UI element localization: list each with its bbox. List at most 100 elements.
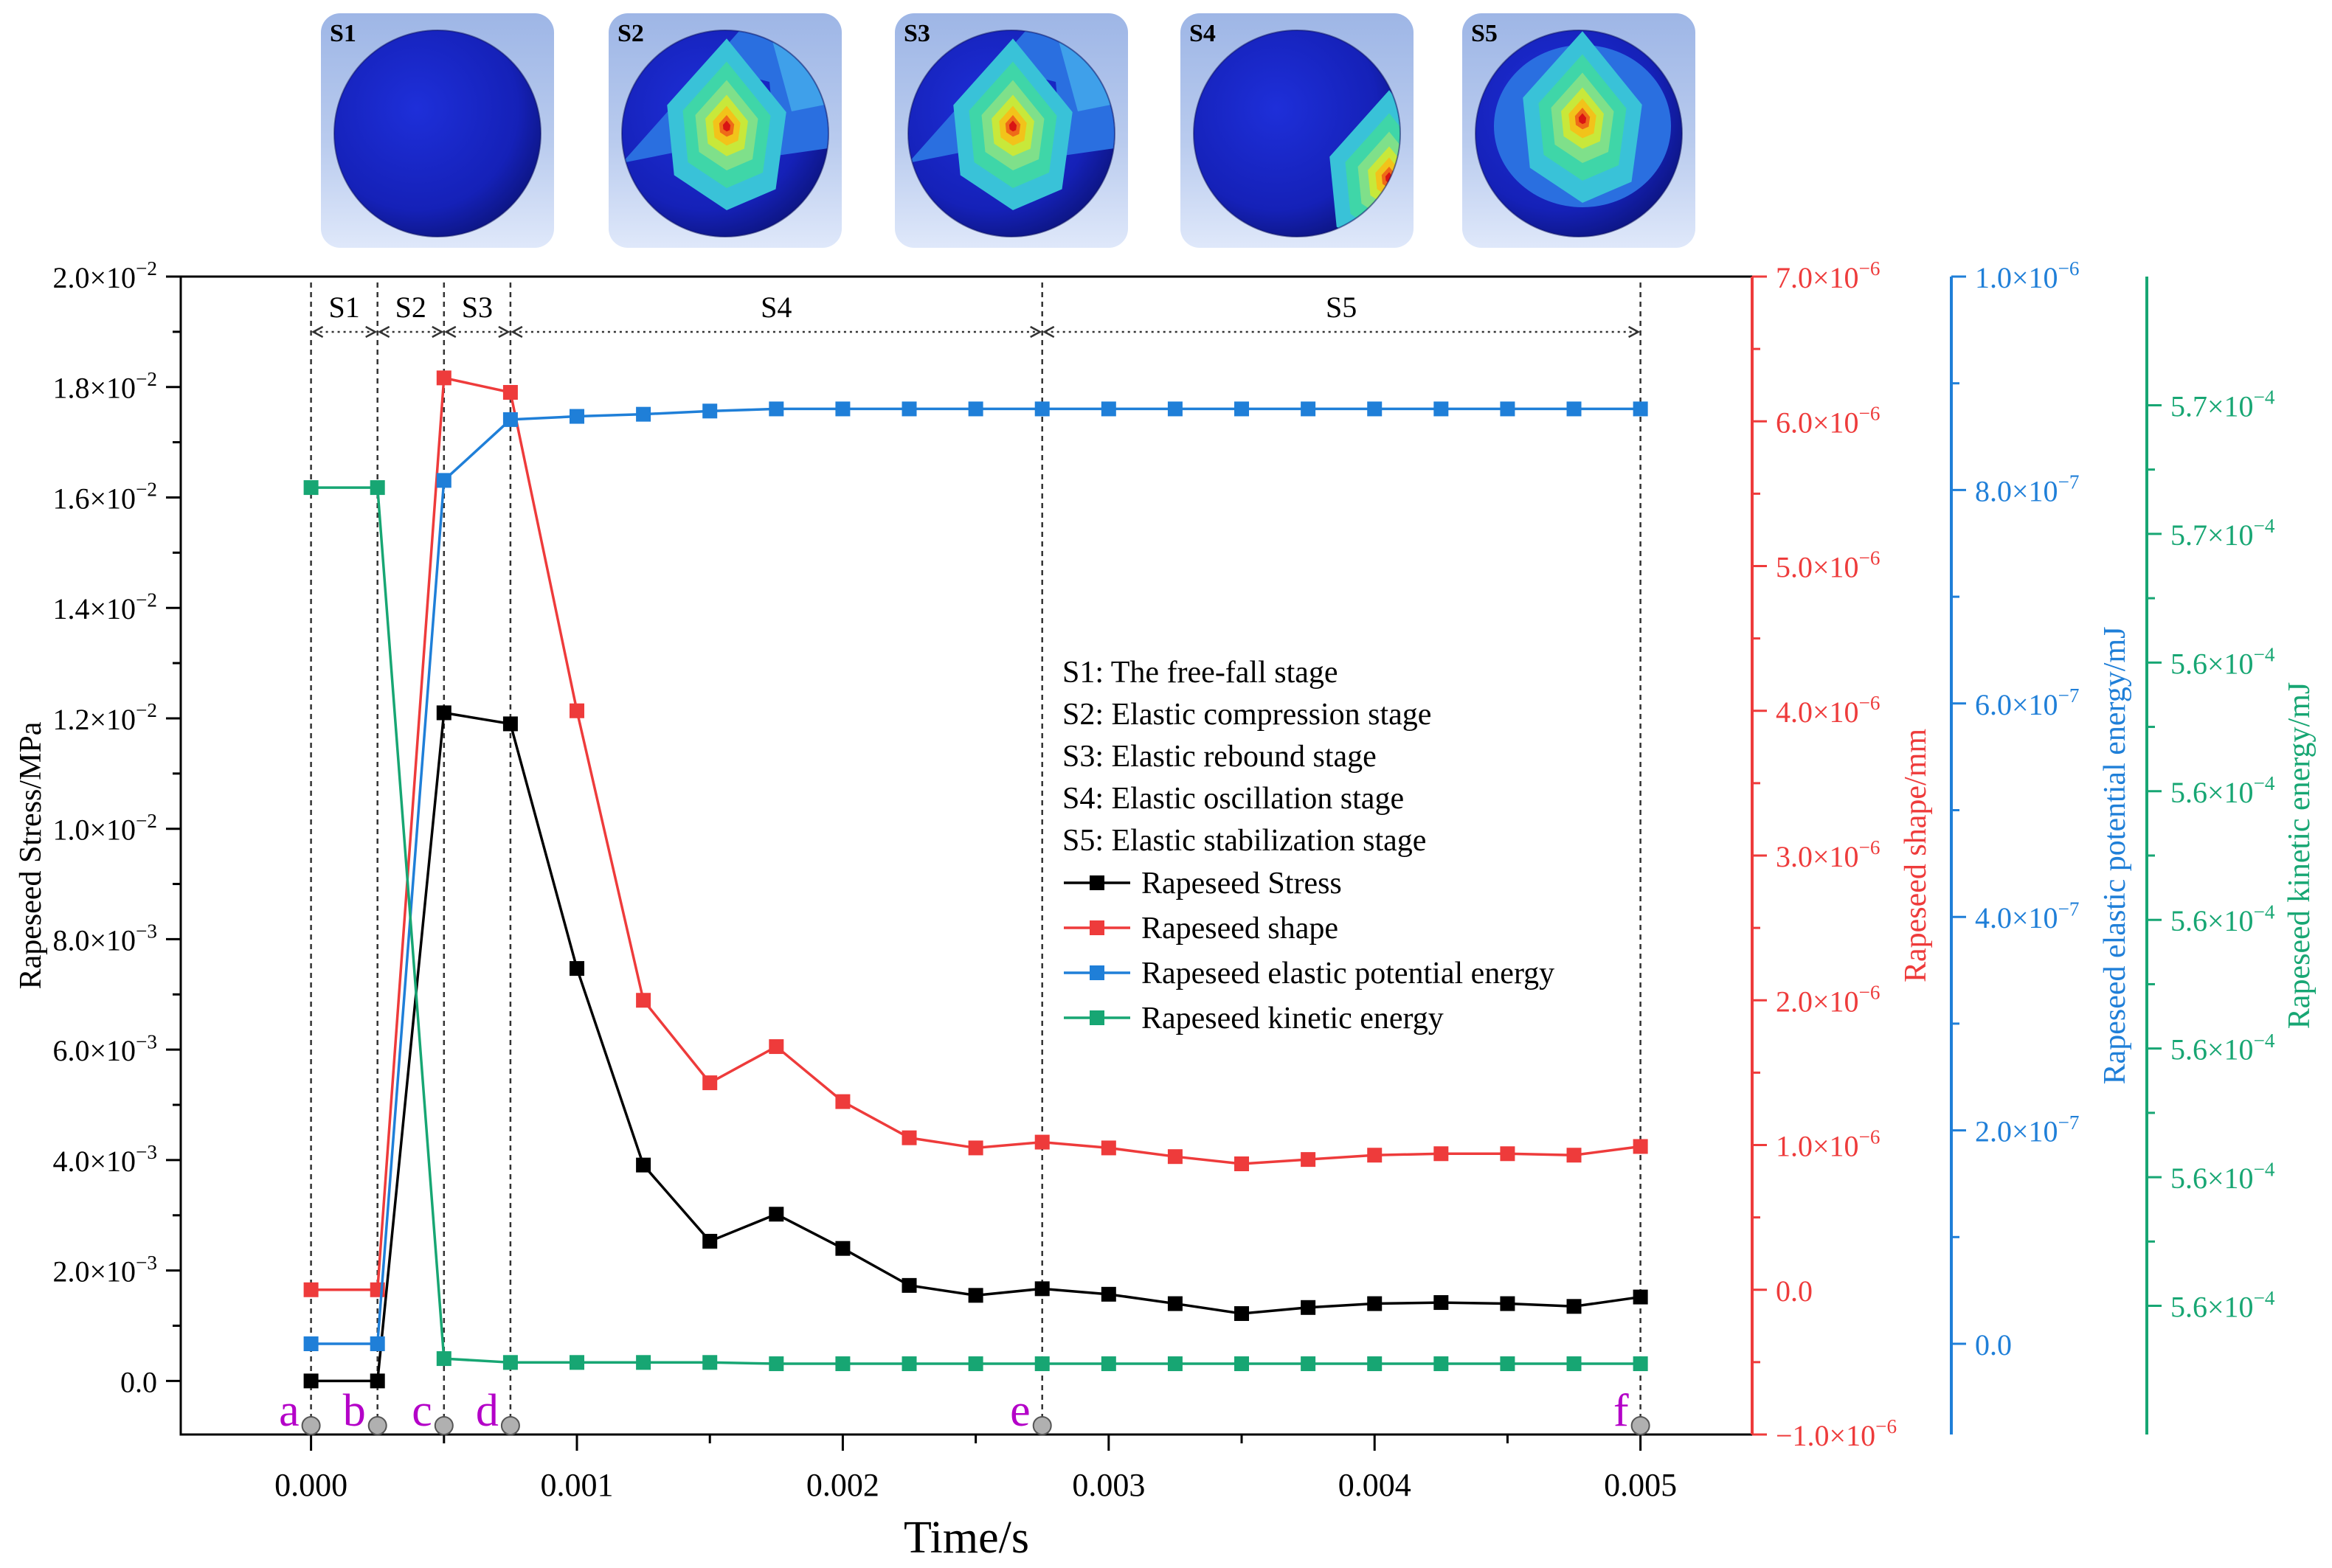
marker-dot (500, 1416, 520, 1435)
y-tick-label: 8.0×10−3 (53, 920, 158, 957)
stage-note: S5: Elastic stabilization stage (1062, 824, 1426, 858)
data-point (636, 1355, 651, 1370)
data-point (968, 1288, 983, 1303)
data-point (502, 385, 518, 400)
marker-dot (1032, 1416, 1052, 1435)
data-point (570, 409, 585, 424)
ball-outline (621, 30, 829, 237)
data-point (303, 480, 319, 496)
thumbnail-label: S4 (1189, 20, 1216, 47)
y-tick-label: −1.0×10−6 (1776, 1415, 1897, 1452)
stress-contour (622, 30, 828, 210)
y-tick-label: 1.4×10−2 (53, 589, 158, 625)
x-tick-label: 0.000 (274, 1467, 347, 1503)
stage-label: S5 (1326, 291, 1357, 324)
data-point (370, 1373, 385, 1389)
stage-arrow (498, 325, 511, 339)
marker-label: e (1010, 1386, 1031, 1436)
y-tick-label: 0.0 (1975, 1328, 2012, 1361)
data-point (502, 1355, 518, 1370)
data-point (1301, 1300, 1316, 1315)
data-point (902, 1130, 917, 1145)
stage-label: S2 (395, 291, 426, 324)
thumbnail-s5: S5 (1462, 13, 1695, 248)
y-axis-elastic: 0.0 2.0×10−7 4.0×10−7 6.0×10−7 8.0×10−7 1.0×1… (1950, 257, 2132, 1435)
y-axis-title-elastic: Rapeseed elastic potential energy/mJ (2098, 627, 2132, 1085)
data-point (1034, 1134, 1050, 1150)
contour-ring (1578, 113, 1587, 125)
data-point (436, 473, 451, 488)
plot-area: 0.000 0.001 0.002 0.003 0.004 0.005 Time/s 0.0 2… (14, 257, 2317, 1563)
stage-note: S1: The free-fall stage (1062, 656, 1338, 690)
y-tick-label: 1.8×10−2 (53, 368, 158, 405)
stage-arrow (1042, 325, 1055, 339)
data-point (303, 1336, 319, 1352)
y-tick-label: 4.0×10−3 (53, 1141, 158, 1178)
data-point (1566, 1148, 1582, 1163)
data-point (1167, 1356, 1183, 1372)
legend-label: Rapeseed elastic potential energy (1141, 957, 1554, 991)
ball-outline (333, 30, 542, 237)
y-tick-label: 2.0×10−7 (1975, 1111, 2080, 1148)
y-tick-label: 5.7×10−4 (2170, 386, 2275, 423)
data-point (570, 703, 585, 718)
y-tick-label: 4.0×10−6 (1776, 692, 1881, 729)
y-tick-label: 1.0×10−6 (1776, 1126, 1881, 1163)
data-point (1167, 401, 1183, 417)
stress-contour (1494, 31, 1671, 207)
y-tick-label: 1.0×10−6 (1975, 257, 2080, 294)
y-axis-shape: −1.0×10−6 0.0 1.0×10−6 2.0×10−6 3.0×10−6 4.0×… (1751, 257, 1933, 1452)
data-point (1433, 1146, 1449, 1162)
data-point (1234, 1156, 1250, 1172)
stage-arrow (365, 325, 378, 339)
y-axis-title-shape: Rapeseed shape/mm (1899, 729, 1933, 982)
y-tick-label: 6.0×10−7 (1975, 684, 2080, 721)
legend-label: Rapeseed kinetic energy (1141, 1002, 1444, 1035)
marker-label: a (279, 1386, 300, 1436)
x-axis: 0.000 0.001 0.002 0.003 0.004 0.005 Time/s (274, 1435, 1677, 1563)
stage-arrow (378, 325, 390, 339)
data-point (1367, 1148, 1383, 1163)
data-point (835, 1241, 851, 1256)
data-point (1500, 1296, 1515, 1311)
stage-note: S4: Elastic oscillation stage (1062, 782, 1404, 816)
stage-label: S4 (761, 291, 792, 324)
data-point (1234, 1356, 1250, 1372)
x-tick-label: 0.005 (1604, 1467, 1677, 1503)
thumbnail-s3: S3 (895, 13, 1128, 248)
thumbnail-s2: S2 (609, 13, 842, 248)
data-point (570, 961, 585, 976)
y-tick-label: 6.0×10−3 (53, 1030, 158, 1067)
x-tick-label: 0.003 (1072, 1467, 1145, 1503)
contour-ring (722, 120, 731, 132)
y-tick-label: 5.0×10−6 (1776, 547, 1881, 584)
data-point (902, 1356, 917, 1372)
data-point (1034, 401, 1050, 417)
marker-dot (301, 1416, 321, 1435)
marker-dot (367, 1416, 387, 1435)
data-point (502, 412, 518, 427)
data-point (1367, 1356, 1383, 1372)
data-point (702, 1233, 718, 1249)
data-point (436, 705, 451, 721)
y-tick-label: 2.0×10−3 (53, 1252, 158, 1288)
y-tick-label: 1.6×10−2 (53, 479, 158, 516)
ball-outline (907, 30, 1115, 237)
y-axis-stress: 0.0 2.0×10−3 4.0×10−3 6.0×10−3 8.0×10−3 1.0×1… (14, 257, 181, 1398)
legend-label: Rapeseed shape (1141, 912, 1338, 946)
data-point (1167, 1296, 1183, 1311)
y-tick-label: 2.0×10−2 (53, 257, 158, 294)
data-point (1234, 401, 1250, 417)
data-point (769, 1356, 784, 1372)
data-point (1500, 1356, 1515, 1372)
data-point (370, 1336, 385, 1352)
data-point (1234, 1306, 1250, 1322)
data-point (1101, 401, 1116, 417)
data-point (1500, 401, 1515, 417)
data-point (370, 480, 385, 496)
stage-arrow (511, 325, 523, 339)
stage-arrow (444, 325, 457, 339)
series-kinetic (303, 480, 1648, 1372)
data-point (1633, 401, 1648, 417)
